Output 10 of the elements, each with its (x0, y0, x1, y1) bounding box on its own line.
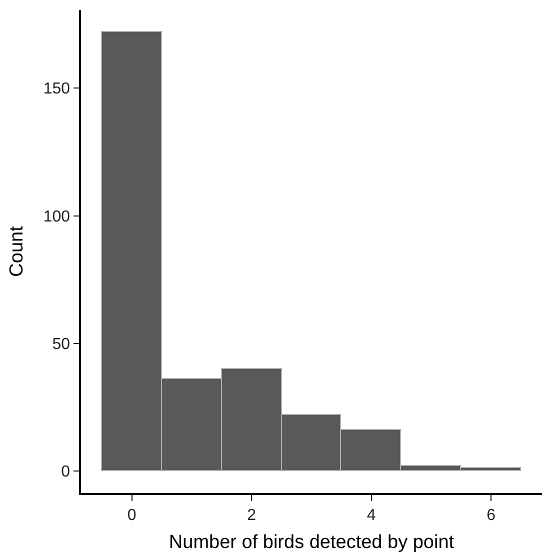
x-tick-label: 0 (127, 506, 136, 524)
y-tick-label: 100 (43, 208, 70, 226)
y-tick-label: 150 (43, 80, 70, 98)
x-axis-title: Number of birds detected by point (168, 532, 455, 553)
x-tick-label: 6 (486, 506, 496, 524)
x-tick-label: 2 (247, 506, 256, 524)
y-axis-title: Count (6, 225, 28, 277)
x-tick-label: 4 (366, 506, 376, 524)
y-tick-label: 50 (52, 336, 70, 353)
y-tick-label: 0 (61, 464, 70, 481)
